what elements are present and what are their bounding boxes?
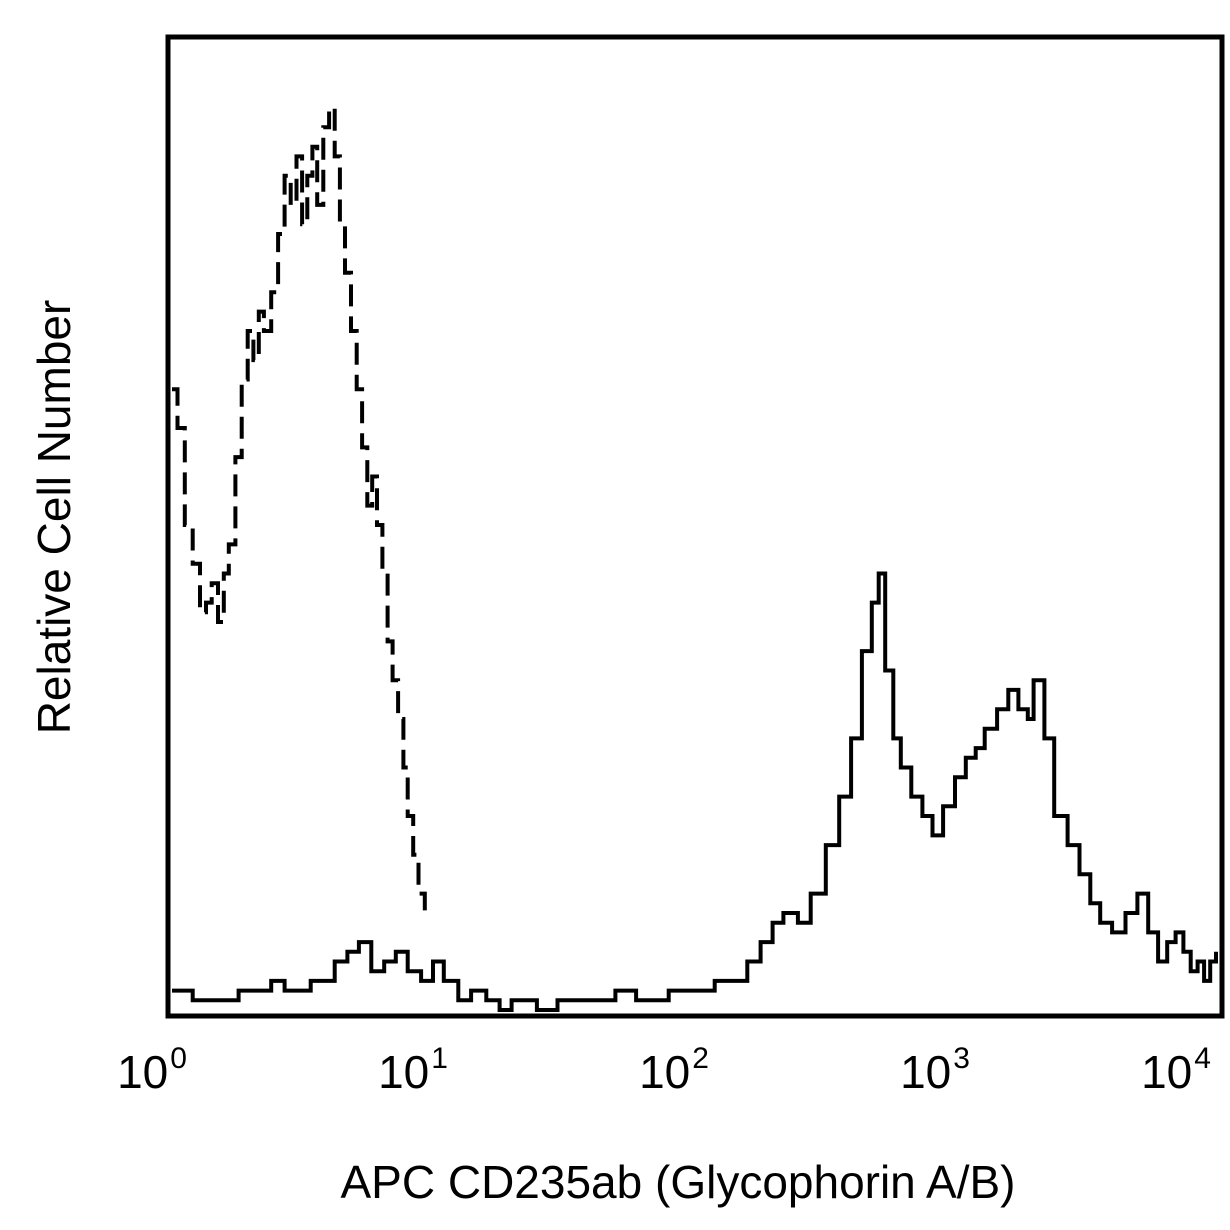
x-tick-labels: 100 101 102 103 104 <box>117 1042 1211 1098</box>
x-tick-label-2: 102 <box>639 1042 709 1098</box>
series-layer <box>172 105 1218 1012</box>
x-axis-title: APC CD235ab (Glycophorin A/B) <box>341 1156 1016 1208</box>
plot-frame <box>165 34 1225 1019</box>
y-axis-title: Relative Cell Number <box>28 300 80 735</box>
histogram-series-solid-1 <box>172 571 1218 1012</box>
x-tick-label-0: 100 <box>117 1042 187 1098</box>
x-tick-label-3: 103 <box>900 1042 970 1098</box>
x-tick-label-1: 101 <box>378 1042 448 1098</box>
histogram-series-dashed-0 <box>172 105 427 913</box>
x-tick-label-4: 104 <box>1141 1042 1211 1098</box>
